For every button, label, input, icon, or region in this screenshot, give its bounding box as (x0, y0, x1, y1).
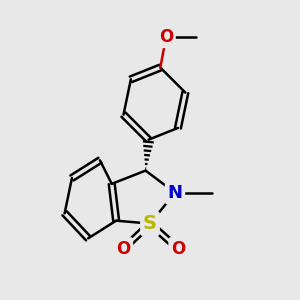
Text: O: O (171, 240, 185, 258)
Text: O: O (116, 240, 130, 258)
Text: N: N (167, 184, 182, 202)
Text: O: O (159, 28, 173, 46)
Text: S: S (143, 214, 157, 233)
